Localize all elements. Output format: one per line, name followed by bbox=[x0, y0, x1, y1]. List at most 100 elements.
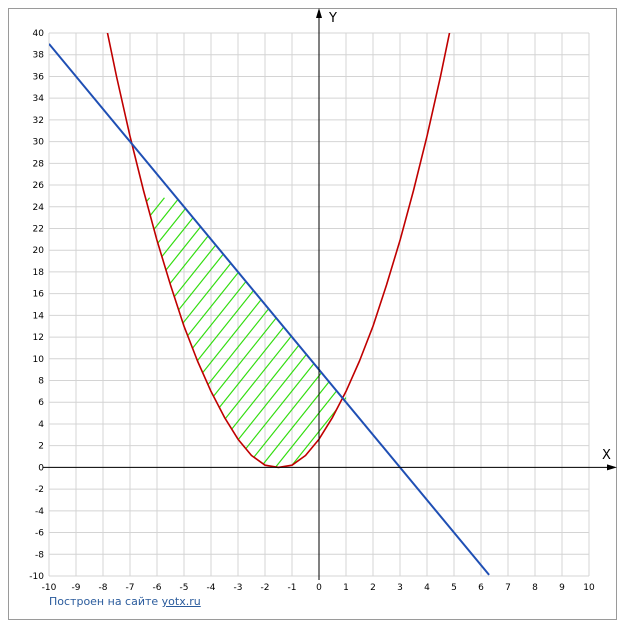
hatch-line bbox=[130, 197, 225, 468]
hatch-line bbox=[0, 198, 1, 598]
x-tick-label: 8 bbox=[532, 583, 538, 593]
x-tick-label: 6 bbox=[478, 583, 484, 593]
y-tick-label: 28 bbox=[33, 159, 45, 169]
hatch-line bbox=[0, 198, 61, 598]
hatch-line bbox=[130, 197, 269, 468]
hatch-line bbox=[130, 197, 346, 468]
shaded-region bbox=[0, 197, 627, 598]
hatch-line bbox=[230, 197, 346, 468]
hatch-line bbox=[453, 198, 627, 598]
hatch-group bbox=[0, 197, 627, 598]
hatch-line bbox=[274, 197, 346, 468]
hatch-line bbox=[259, 197, 346, 468]
hatch-line bbox=[130, 197, 299, 468]
chart-frame bbox=[8, 8, 617, 620]
hatch-line bbox=[130, 197, 344, 468]
hatch-line bbox=[319, 197, 346, 468]
x-tick-label: 7 bbox=[505, 583, 511, 593]
hatch-line bbox=[130, 197, 329, 468]
hatch-line bbox=[130, 197, 210, 468]
y-tick-label: 12 bbox=[33, 333, 44, 343]
hatch-line bbox=[130, 197, 180, 468]
hatch-line bbox=[130, 197, 195, 468]
y-tick-label: 36 bbox=[33, 72, 45, 82]
x-tick-label: -3 bbox=[234, 583, 243, 593]
hatch-line bbox=[130, 197, 165, 468]
hatch-line bbox=[130, 197, 255, 468]
hatch-line bbox=[130, 197, 346, 468]
hatch-line bbox=[130, 197, 284, 468]
hatch-line bbox=[155, 197, 346, 468]
hatch-line bbox=[438, 198, 627, 598]
y-tick-label: -8 bbox=[35, 550, 44, 560]
y-tick-label: -2 bbox=[35, 485, 44, 495]
hatch-line bbox=[379, 198, 627, 598]
hatch-line bbox=[130, 197, 346, 468]
x-tick-label: 9 bbox=[559, 583, 565, 593]
y-tick-label: 4 bbox=[38, 420, 44, 430]
hatch-line bbox=[394, 198, 627, 598]
y-tick-label: 0 bbox=[38, 463, 44, 473]
x-axis-label: X bbox=[602, 448, 611, 463]
hatch-line bbox=[349, 198, 627, 598]
hatch-line bbox=[130, 197, 346, 468]
hatch-line bbox=[364, 198, 627, 598]
y-tick-label: 16 bbox=[33, 290, 45, 300]
x-tick-label: -8 bbox=[99, 583, 108, 593]
y-tick-label: 26 bbox=[33, 181, 45, 191]
straight-line bbox=[49, 43, 490, 576]
x-tick-label: 3 bbox=[397, 583, 403, 593]
hatch-line bbox=[140, 197, 346, 468]
y-tick-label: 10 bbox=[33, 355, 45, 365]
y-tick-label: 8 bbox=[38, 377, 44, 387]
y-tick-label: 32 bbox=[33, 116, 44, 126]
x-tick-label: 0 bbox=[316, 583, 322, 593]
axes bbox=[43, 8, 617, 580]
y-tick-label: 38 bbox=[33, 51, 45, 61]
hatch-line bbox=[0, 198, 16, 598]
credit-prefix: Построен на сайте bbox=[49, 595, 162, 608]
y-tick-label: -10 bbox=[29, 572, 44, 582]
y-tick-label: 30 bbox=[33, 138, 45, 148]
x-tick-label: 1 bbox=[343, 583, 349, 593]
y-tick-label: 20 bbox=[33, 246, 45, 256]
x-tick-label: -10 bbox=[42, 583, 57, 593]
y-axis-arrow bbox=[316, 8, 322, 18]
y-tick-label: 22 bbox=[33, 224, 44, 234]
x-tick-label: -1 bbox=[288, 583, 297, 593]
x-tick-label: -4 bbox=[207, 583, 216, 593]
hatch-line bbox=[0, 198, 31, 598]
x-tick-label: 4 bbox=[424, 583, 430, 593]
tick-labels: -10 -9 -8 -7 -6 -5 -4 -3 -2 -1 0 1 2 3 4 5 6 7 8 9 10-10-8-6… bbox=[29, 29, 595, 593]
y-tick-label: -6 bbox=[35, 529, 44, 539]
x-axis-arrow bbox=[607, 464, 617, 471]
y-tick-label: -4 bbox=[35, 507, 44, 517]
hatch-line bbox=[0, 198, 90, 598]
x-tick-label: -7 bbox=[126, 583, 135, 593]
x-tick-label: -2 bbox=[261, 583, 270, 593]
y-tick-label: 2 bbox=[38, 442, 44, 452]
x-tick-label: -9 bbox=[72, 583, 81, 593]
x-tick-label: 2 bbox=[370, 583, 376, 593]
hatch-line bbox=[130, 197, 314, 468]
hatch-line bbox=[130, 197, 151, 468]
hatch-line bbox=[409, 198, 627, 598]
hatch-line bbox=[130, 197, 240, 468]
hatch-line bbox=[130, 197, 346, 468]
hatch-line bbox=[200, 197, 346, 468]
y-tick-label: 14 bbox=[33, 311, 45, 321]
y-tick-label: 18 bbox=[33, 268, 45, 278]
hatch-line bbox=[244, 197, 346, 468]
hatch-line bbox=[0, 198, 105, 598]
y-axis-label: Y bbox=[328, 11, 337, 26]
x-tick-label: 5 bbox=[451, 583, 457, 593]
credit-link[interactable]: yotx.ru bbox=[161, 595, 201, 608]
hatch-line bbox=[130, 197, 346, 468]
hatch-line bbox=[130, 197, 136, 468]
y-tick-label: 24 bbox=[33, 203, 45, 213]
y-tick-label: 34 bbox=[33, 94, 45, 104]
hatch-line bbox=[468, 198, 627, 598]
x-tick-label: 10 bbox=[583, 583, 595, 593]
hatch-line bbox=[0, 198, 120, 598]
